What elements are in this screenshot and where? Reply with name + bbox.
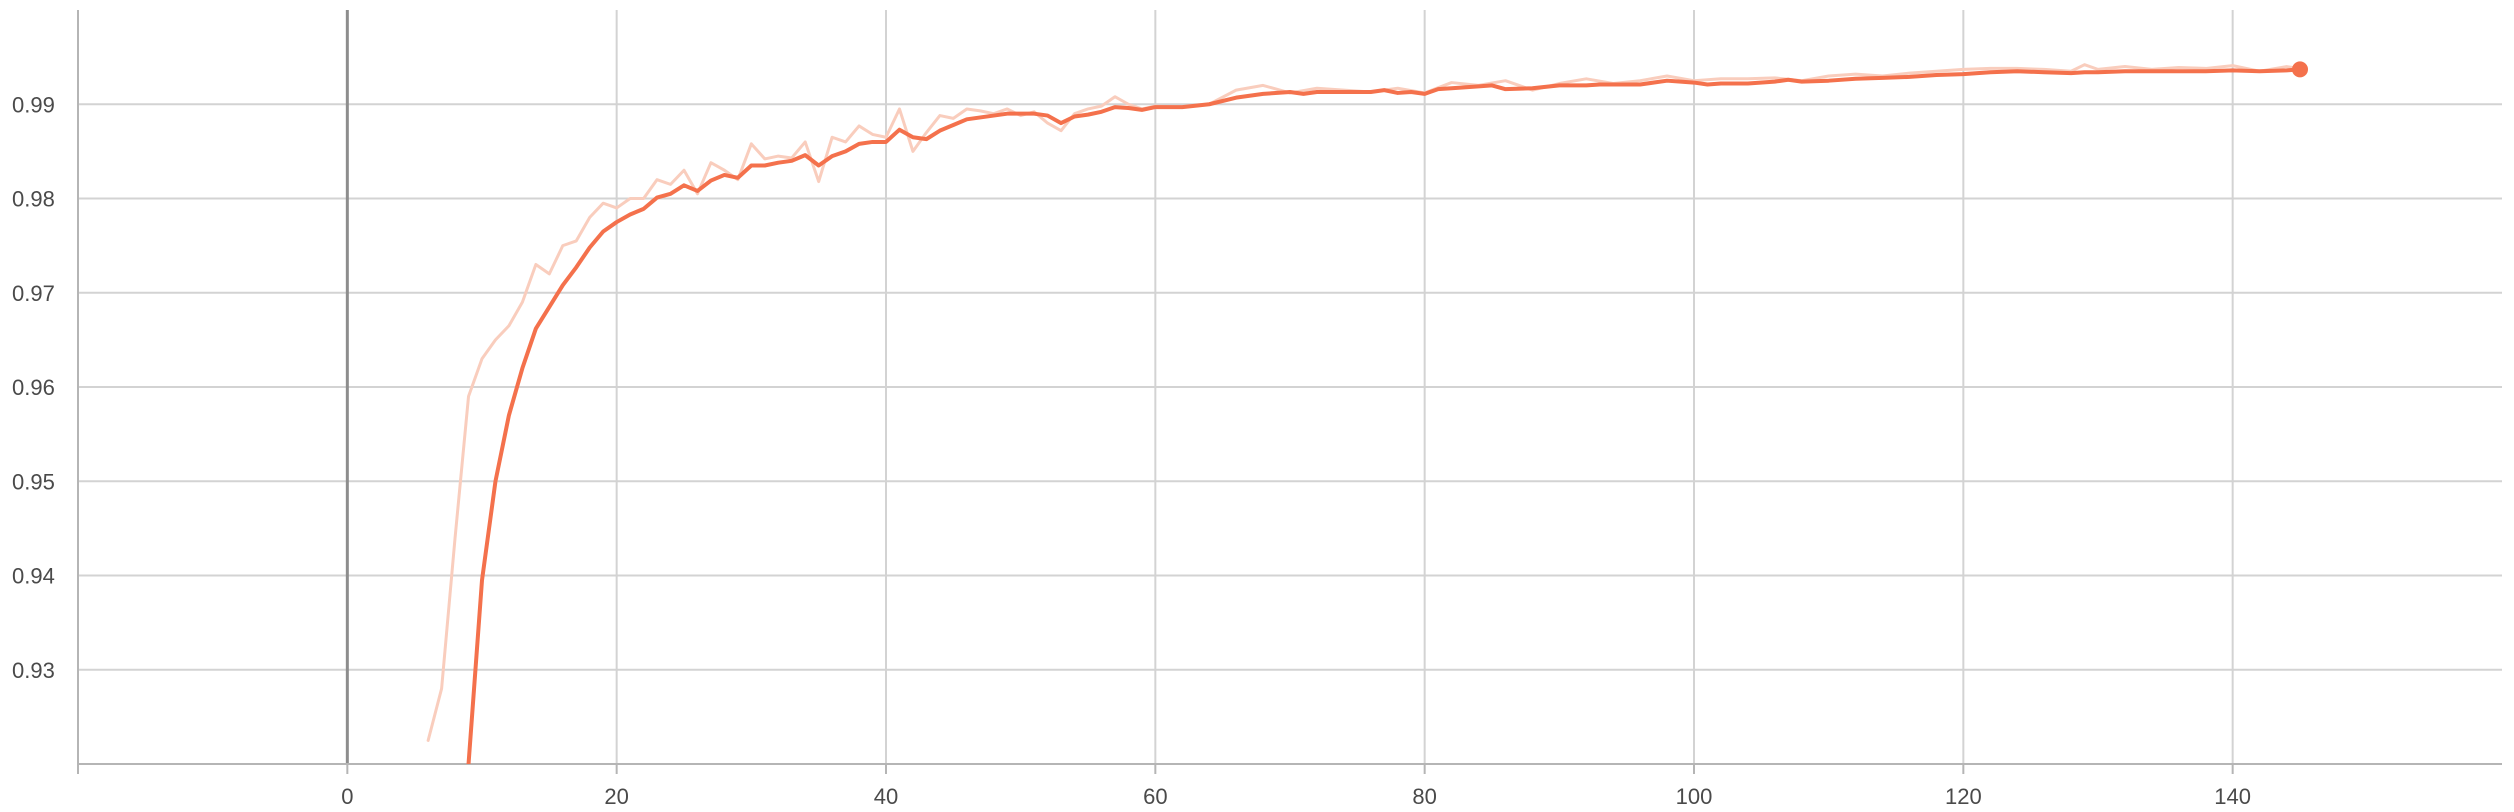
y-tick-label: 0.99 xyxy=(12,92,55,117)
x-tick-label: 40 xyxy=(874,784,898,809)
x-tick-label: 20 xyxy=(604,784,628,809)
axes xyxy=(77,10,2502,774)
x-tick-label: 140 xyxy=(2214,784,2251,809)
y-tick-label: 0.97 xyxy=(12,281,55,306)
series-layer xyxy=(426,61,2308,764)
grid-x xyxy=(345,10,2234,764)
series-end-point[interactable] xyxy=(2292,61,2308,78)
y-tick-label: 0.96 xyxy=(12,375,55,400)
x-tick-label: 60 xyxy=(1143,784,1167,809)
y-tick-label: 0.94 xyxy=(12,564,55,589)
y-tick-label: 0.98 xyxy=(12,187,55,212)
x-tick-label: 120 xyxy=(1945,784,1982,809)
y-tick-label: 0.93 xyxy=(12,658,55,683)
grid-y xyxy=(78,103,2502,671)
y-tick-label: 0.95 xyxy=(12,469,55,494)
x-tick-label: 80 xyxy=(1412,784,1436,809)
y-tick-labels: 0.93 0.94 0.95 0.96 0.97 0.98 0.99 xyxy=(12,92,55,683)
smoothed-series-line xyxy=(466,67,2302,764)
x-tick-label: 100 xyxy=(1676,784,1713,809)
x-tick-labels: 0 20 40 60 80 100 120 140 xyxy=(341,784,2251,809)
raw-series-line xyxy=(426,63,2302,742)
x-tick-label: 0 xyxy=(341,784,353,809)
